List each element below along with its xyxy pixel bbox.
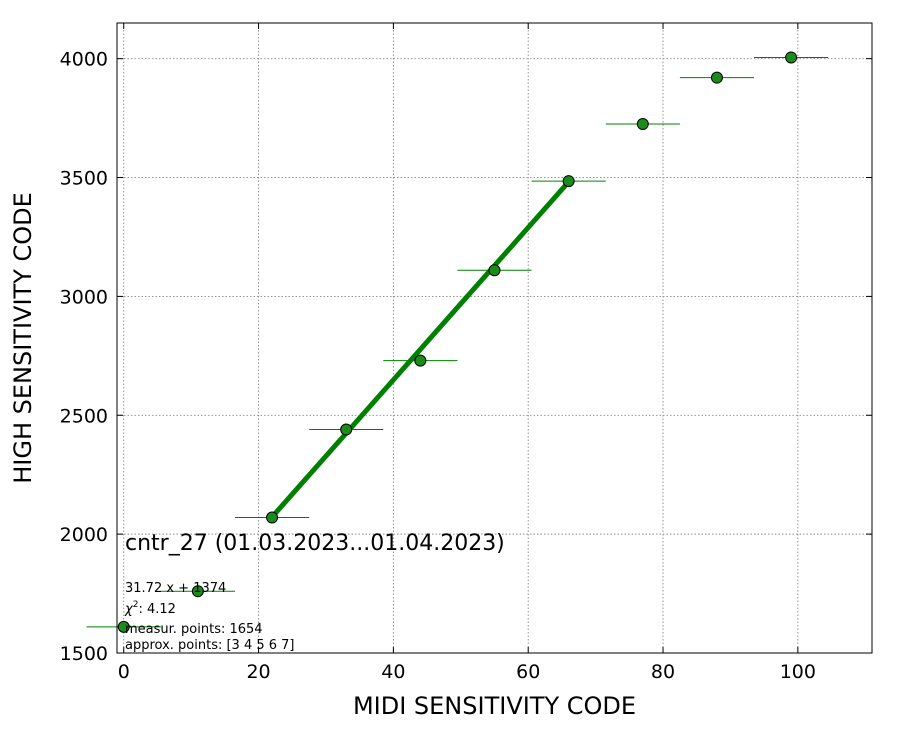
data-point <box>636 118 649 131</box>
fit-equation: 31.72 x + 1374 <box>125 581 226 596</box>
y-tick-label: 1500 <box>60 643 108 665</box>
data-point <box>340 423 353 436</box>
x-tick-label: 40 <box>381 661 405 683</box>
grid <box>117 23 872 654</box>
approx-points-annotation: approx. points: [3 4 5 6 7] <box>125 638 295 653</box>
x-axis-label: MIDI SENSITIVITY CODE <box>353 692 636 720</box>
y-tick-label: 2000 <box>60 524 108 546</box>
y-tick-label: 3000 <box>60 286 108 308</box>
chi-square-annotation: χ2: 4.12 <box>124 600 176 617</box>
y-tick-label: 2500 <box>60 405 108 427</box>
x-tick-label: 80 <box>651 661 675 683</box>
data-point <box>785 51 798 64</box>
chi-symbol: χ <box>124 602 134 617</box>
fit-line-layer <box>270 180 571 519</box>
y-axis-label: HIGH SENSITIVITY CODE <box>9 192 37 484</box>
measured-points-annotation: measur. points: 1654 <box>125 622 263 637</box>
data-point <box>562 175 575 188</box>
data-point <box>710 71 723 84</box>
fit-line <box>270 180 571 519</box>
data-point <box>191 585 204 598</box>
chi-power: 2 <box>133 600 139 610</box>
x-tick-label: 100 <box>780 661 816 683</box>
data-point <box>117 620 130 633</box>
chi-value: : 4.12 <box>138 602 175 617</box>
y-tick-label: 3500 <box>60 168 108 190</box>
x-tick-label: 20 <box>246 661 270 683</box>
x-tick-label: 60 <box>516 661 540 683</box>
data-point <box>266 511 279 524</box>
data-point <box>488 264 501 277</box>
data-point-layer <box>117 51 798 633</box>
data-point <box>414 354 427 367</box>
x-tick-label: 0 <box>118 661 130 683</box>
chart-annotation-title: cntr_27 (01.03.2023...01.04.2023) <box>125 531 505 556</box>
axis-ticks: 0 20 40 60 80 100 1500 2000 2500 3000 3500 4000 <box>60 23 872 683</box>
y-tick-label: 4000 <box>60 49 108 71</box>
plot-frame <box>116 22 873 654</box>
